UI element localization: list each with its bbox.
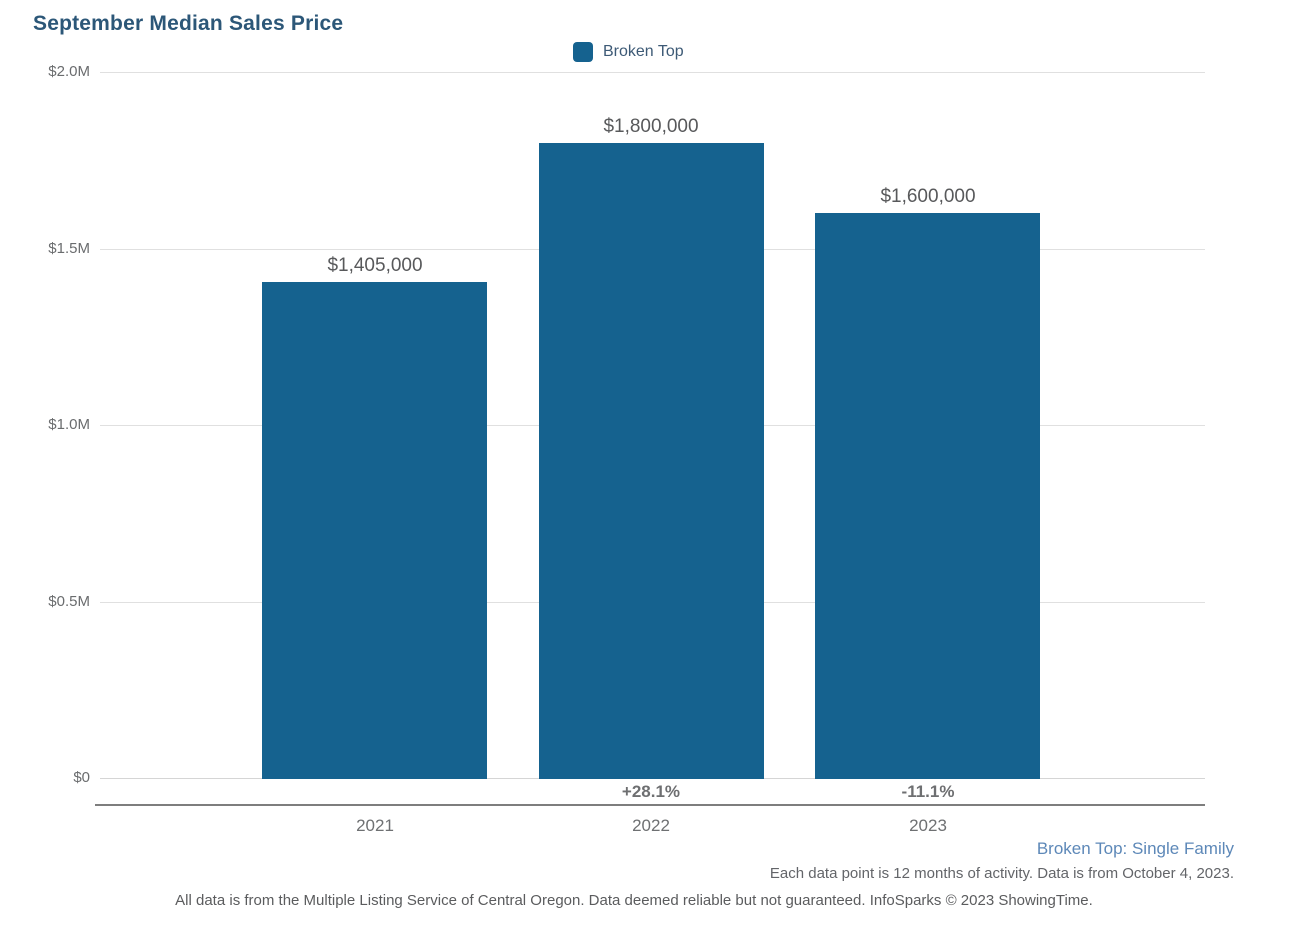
y-axis-tick-label: $0 xyxy=(73,769,90,786)
y-axis-tick-label: $0.5M xyxy=(48,593,90,610)
bar-2023[interactable] xyxy=(815,213,1040,779)
x-axis-tick-label: 2023 xyxy=(909,816,947,835)
chart-title: September Median Sales Price xyxy=(33,12,344,35)
x-axis-tick-label: 2021 xyxy=(356,816,394,835)
legend-swatch-icon xyxy=(573,42,593,62)
y-axis-tick-label: $1.0M xyxy=(48,416,90,433)
x-axis-tick-label: 2022 xyxy=(632,816,670,835)
y-axis-tick-label: $1.5M xyxy=(48,240,90,257)
legend-item[interactable]: Broken Top xyxy=(573,42,684,62)
bar-value-label: $1,405,000 xyxy=(327,255,423,276)
data-note: Each data point is 12 months of activity… xyxy=(769,865,1234,882)
x-axis-line xyxy=(95,804,1205,806)
bar-2021[interactable] xyxy=(262,282,487,779)
y-axis-tick-label: $2.0M xyxy=(48,63,90,80)
gridline xyxy=(100,72,1205,73)
bar-value-label: $1,600,000 xyxy=(880,186,976,207)
pct-change-label: -11.1% xyxy=(901,782,955,801)
bar-value-label: $1,800,000 xyxy=(603,116,699,137)
pct-change-label: +28.1% xyxy=(621,782,681,801)
legend-label: Broken Top xyxy=(603,43,684,60)
series-detail-link[interactable]: Broken Top: Single Family xyxy=(1036,839,1234,858)
disclaimer: All data is from the Multiple Listing Se… xyxy=(175,892,1093,909)
bar-2022[interactable] xyxy=(539,143,764,779)
